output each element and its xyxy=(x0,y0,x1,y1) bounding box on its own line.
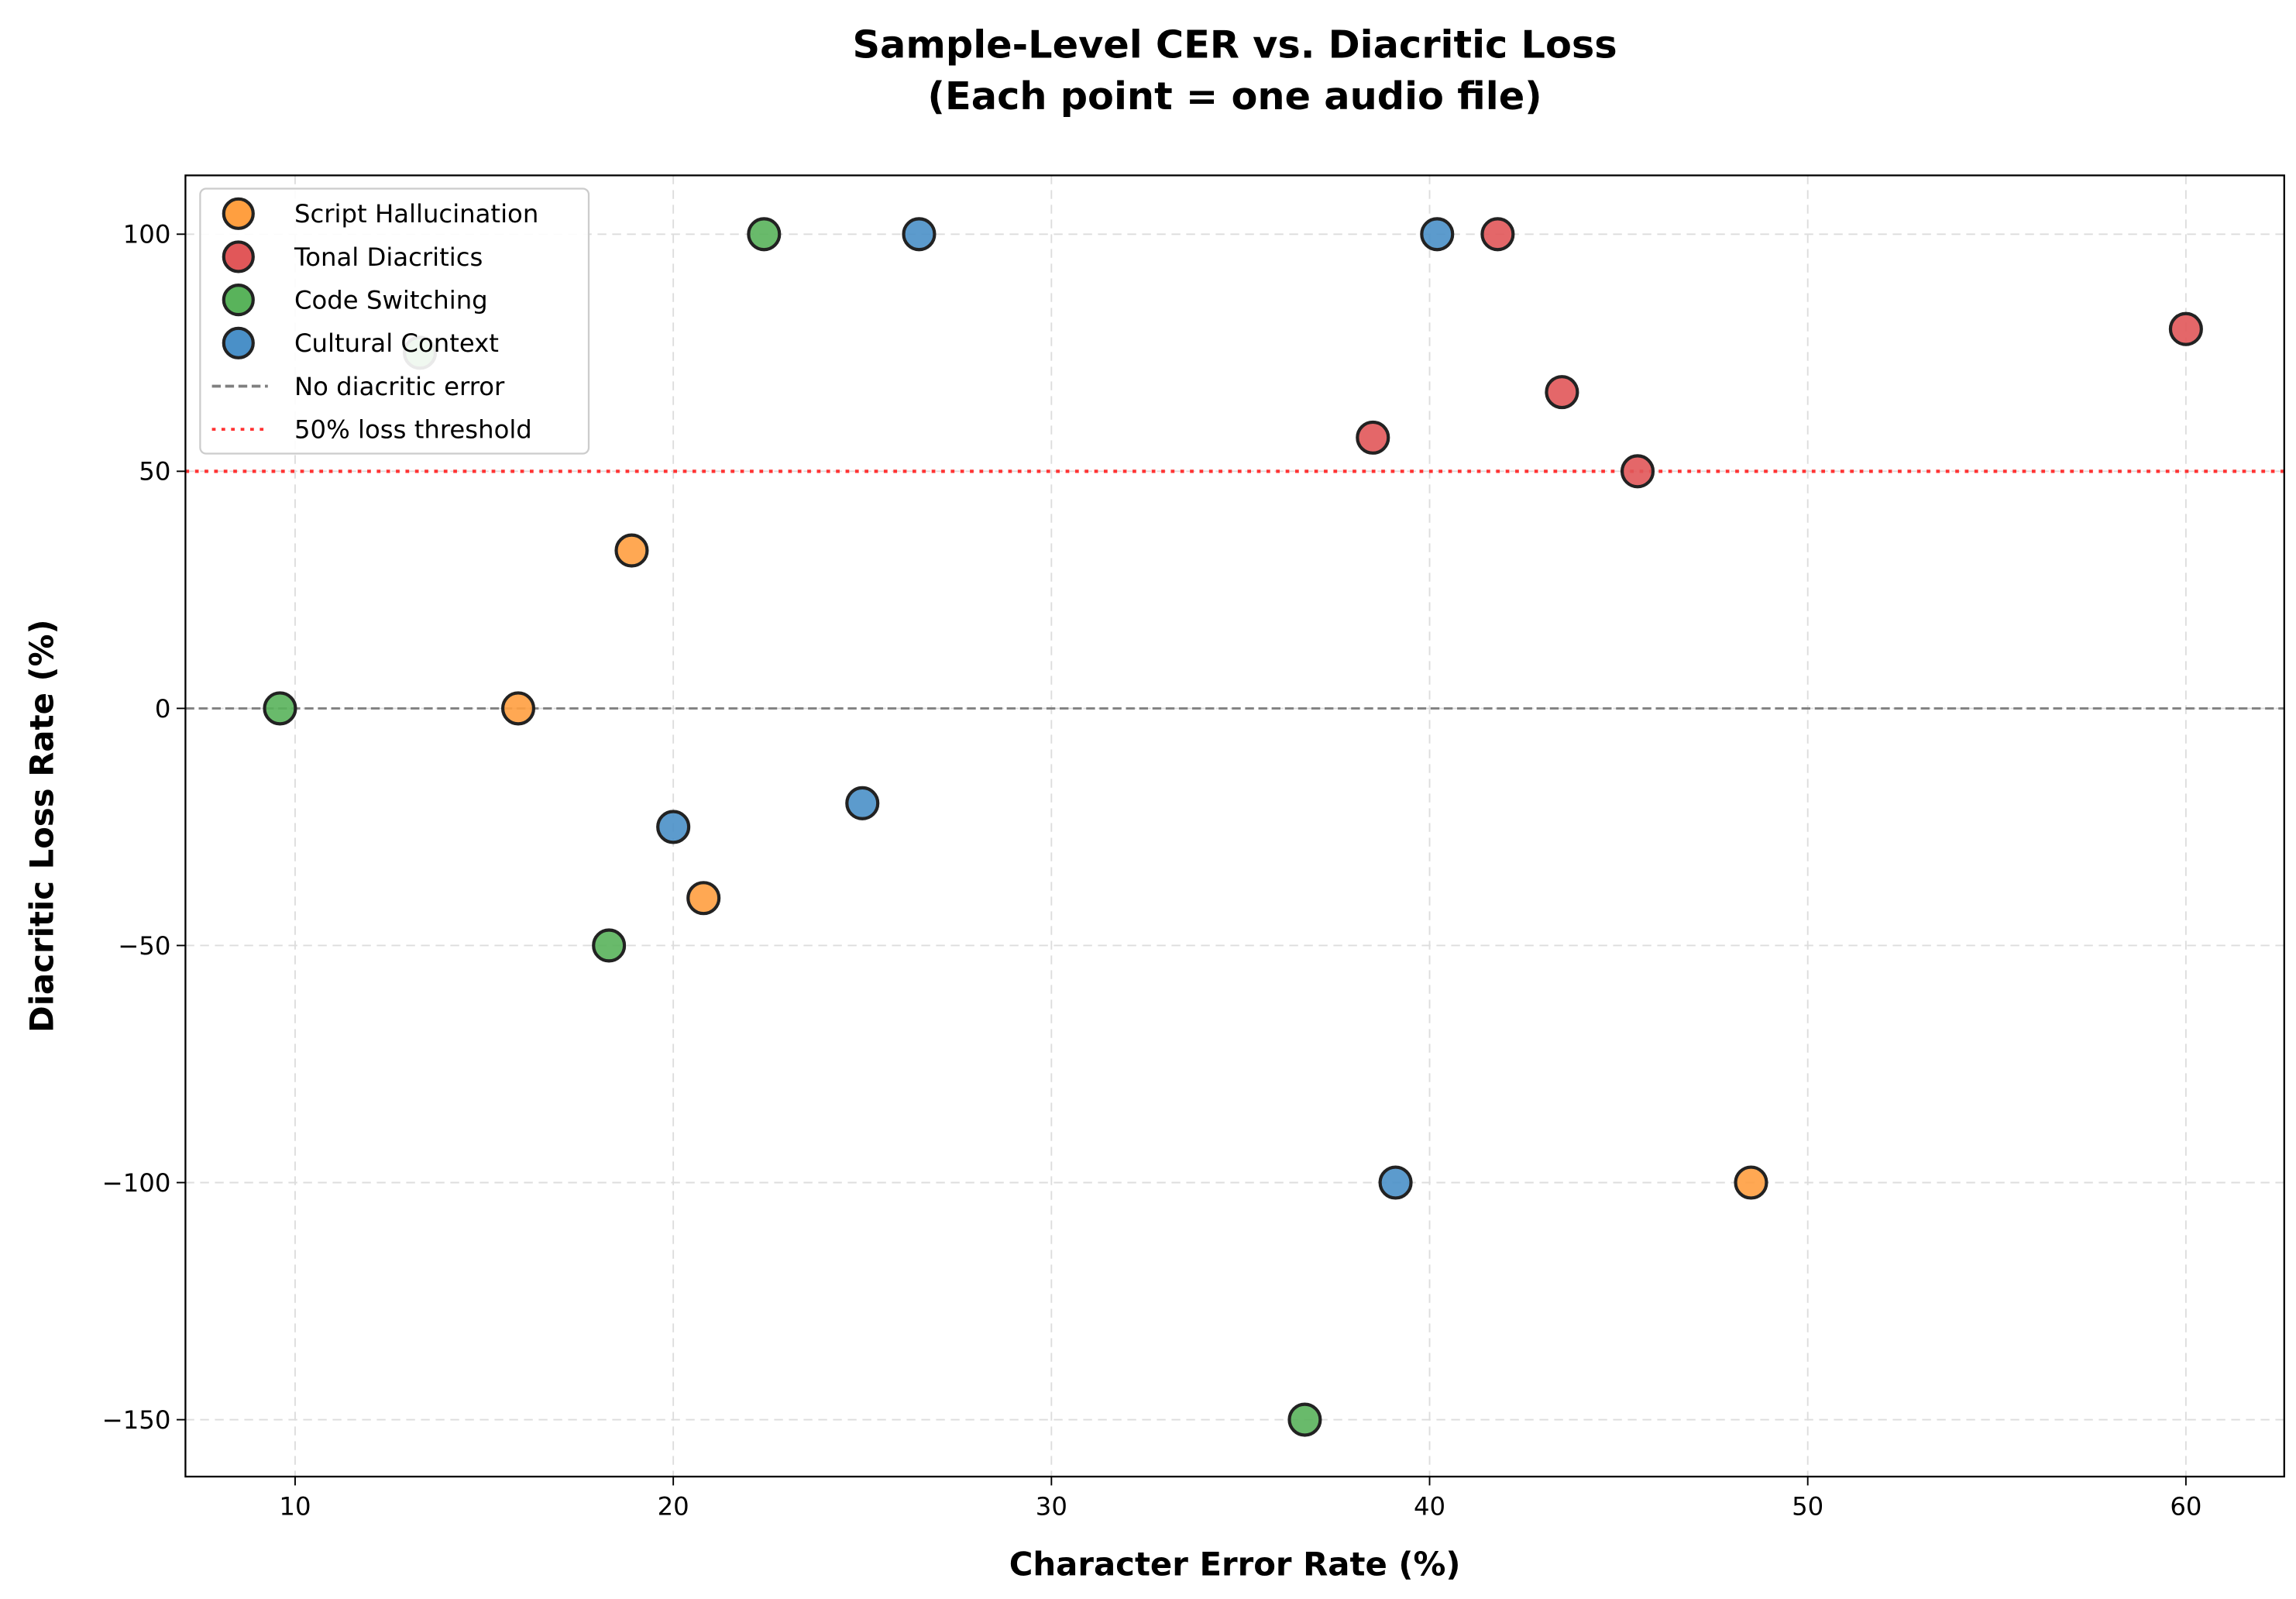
data-point xyxy=(1480,217,1515,252)
y-tick-label: 100 xyxy=(123,220,171,249)
data-point xyxy=(747,217,782,252)
data-point xyxy=(2168,311,2203,346)
x-tick-label: 30 xyxy=(1036,1491,1067,1521)
y-tick-label: −50 xyxy=(118,931,170,961)
data-point xyxy=(263,691,297,726)
legend-marker xyxy=(222,240,255,273)
data-point xyxy=(500,691,536,726)
x-tick-label: 50 xyxy=(1792,1491,1823,1521)
reference-lines xyxy=(185,469,2284,710)
legend-marker xyxy=(222,326,255,359)
legend-marker xyxy=(222,197,255,230)
data-point xyxy=(1420,217,1455,252)
data-point xyxy=(902,217,937,252)
legend-label: Cultural Context xyxy=(294,328,499,358)
data-point xyxy=(1545,375,1579,410)
data-point xyxy=(656,810,691,844)
y-tick-label: 50 xyxy=(139,457,170,487)
x-tick-label: 60 xyxy=(2170,1491,2201,1521)
y-tick-label: −150 xyxy=(102,1405,171,1435)
legend-marker xyxy=(222,284,255,317)
data-point xyxy=(1620,454,1655,489)
chart-title-line2: (Each point = one audio file) xyxy=(927,74,1542,119)
x-tick-label: 10 xyxy=(279,1491,311,1521)
legend-label: Script Hallucination xyxy=(294,199,538,229)
x-axis-label: Character Error Rate (%) xyxy=(1009,1545,1461,1583)
data-point xyxy=(1287,1402,1322,1437)
data-point xyxy=(1356,420,1390,455)
plot-frame xyxy=(184,174,2285,1478)
data-point xyxy=(592,928,627,963)
data-point xyxy=(1378,1165,1413,1200)
data-point xyxy=(614,533,649,568)
x-tick-label: 20 xyxy=(658,1491,689,1521)
y-tick-label: −100 xyxy=(102,1168,171,1198)
legend-label: Code Switching xyxy=(294,286,488,315)
data-point xyxy=(686,881,721,916)
legend-label: 50% loss threshold xyxy=(294,415,532,445)
y-axis-label: Diacritic Loss Rate (%) xyxy=(22,619,60,1033)
legend-box xyxy=(199,187,590,455)
x-tick-label: 40 xyxy=(1414,1491,1445,1521)
axis-ticks: 10 20 30 40 50 60 −150 −100 −50 0 50 100 xyxy=(102,220,2202,1522)
legend: Script Hallucination Tonal Diacritics Code… xyxy=(199,187,590,455)
data-point xyxy=(1734,1165,1768,1200)
y-tick-label: 0 xyxy=(155,694,171,724)
chart-title-line1: Sample-Level CER vs. Diacritic Loss xyxy=(852,22,1617,67)
data-point xyxy=(845,786,880,820)
data-points xyxy=(263,217,2203,1437)
legend-label: Tonal Diacritics xyxy=(294,242,483,272)
legend-label: No diacritic error xyxy=(294,372,505,401)
